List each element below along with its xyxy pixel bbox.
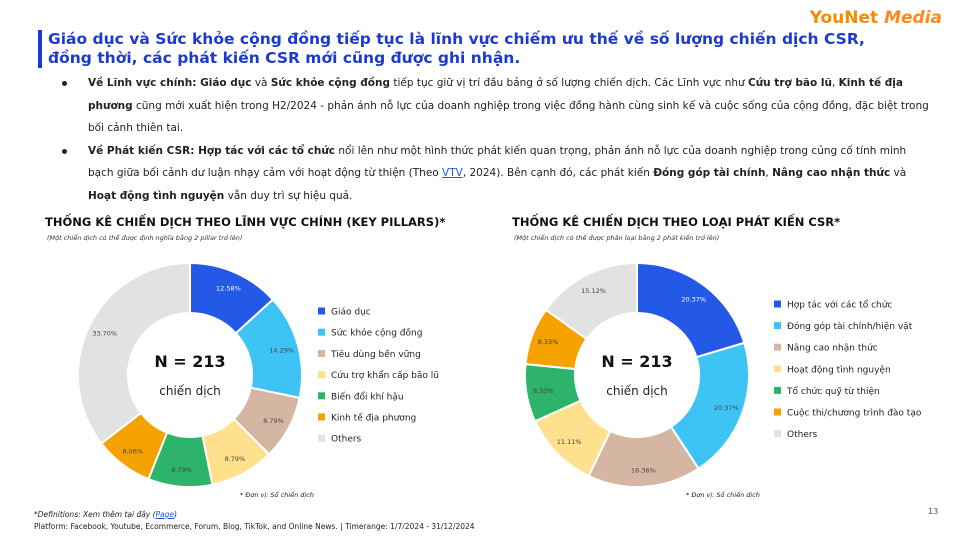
chart-title: THỐNG KÊ CHIẾN DỊCH THEO LĨNH VỰC CHÍNH … bbox=[45, 212, 445, 229]
text: cũng mới xuất hiện trong H2/2024 - phản … bbox=[88, 99, 929, 135]
logo: YouNet Media bbox=[810, 8, 942, 28]
center-title: N = 213 bbox=[154, 352, 225, 371]
legend-label: Sức khỏe cộng đồng bbox=[331, 328, 422, 339]
text: vẫn duy trì sự hiệu quả. bbox=[224, 189, 353, 202]
legend-label: Cuộc thi/chương trình đào tạo bbox=[787, 408, 922, 419]
data-label: 14.29% bbox=[269, 347, 294, 355]
text: Sức khỏe cộng đồng bbox=[270, 77, 390, 89]
text: tiếp tục giữ vị trí đầu bảng ở số lượng … bbox=[390, 77, 748, 89]
legend-swatch bbox=[774, 408, 781, 416]
link[interactable]: Page bbox=[155, 510, 175, 519]
unit-note: * Đơn vị: Số chiến dịch bbox=[686, 491, 760, 499]
logo-text: Media bbox=[884, 8, 942, 28]
text: và bbox=[251, 77, 271, 89]
footnote: *Definitions: Xem thêm tại đây (Page) bbox=[34, 510, 177, 519]
bullet-list: Về Lĩnh vực chính: Giáo dục và Sức khỏe … bbox=[60, 72, 930, 207]
data-label: 11.11% bbox=[557, 438, 582, 446]
data-label: 20.37% bbox=[714, 404, 739, 412]
chart-subtitle: (Một chiến dịch có thể được định nghĩa b… bbox=[47, 233, 242, 242]
text: , 2024). Bên cạnh đó, các phát kiến bbox=[462, 167, 654, 179]
text: ) bbox=[174, 510, 177, 519]
legend-label: Others bbox=[331, 435, 362, 445]
legend-label: Tiêu dùng bền vững bbox=[330, 349, 421, 360]
text: nổi lên như một hình thức phát kiến quan… bbox=[88, 144, 907, 180]
legend-swatch bbox=[318, 392, 325, 400]
legend-swatch bbox=[318, 413, 325, 421]
donut-slice bbox=[77, 261, 191, 445]
data-label: 20.37% bbox=[681, 295, 706, 303]
bullet: Về Phát kiến CSR: Hợp tác với các tổ chứ… bbox=[60, 140, 930, 208]
page-number: 13 bbox=[928, 507, 939, 516]
data-label: 16.36% bbox=[631, 466, 656, 474]
donut-slice bbox=[636, 261, 746, 359]
legend-swatch bbox=[774, 300, 781, 308]
legend-swatch bbox=[318, 371, 325, 379]
data-label: 15.12% bbox=[581, 287, 606, 295]
legend-label: Kinh tế địa phương bbox=[331, 413, 416, 424]
legend-label: Hoạt động tình nguyện bbox=[787, 364, 891, 375]
data-label: 8.79% bbox=[225, 455, 246, 463]
text: , bbox=[765, 167, 773, 179]
legend-label: Cứu trợ khẩn cấp bão lũ bbox=[331, 370, 439, 381]
legend-label: Đóng góp tài chính/hiện vật bbox=[787, 321, 913, 332]
legend-label: Tổ chức quỹ từ thiện bbox=[786, 386, 880, 397]
legend-label: Hợp tác với các tổ chức bbox=[787, 300, 892, 311]
text: Về Phát kiến CSR: Hợp tác với các tổ chứ… bbox=[88, 144, 336, 157]
data-label: 8.79% bbox=[171, 466, 192, 474]
data-label: 8.06% bbox=[122, 447, 143, 455]
bullet: Về Lĩnh vực chính: Giáo dục và Sức khỏe … bbox=[60, 72, 930, 140]
legend-swatch bbox=[774, 386, 781, 394]
chart-title: THỐNG KÊ CHIẾN DỊCH THEO LOẠI PHÁT KIẾN … bbox=[512, 212, 840, 229]
text: Đóng góp tài chính bbox=[653, 167, 766, 179]
data-label: 8.33% bbox=[533, 387, 554, 395]
text: Cứu trợ bão lũ bbox=[748, 77, 832, 89]
data-label: 33.70% bbox=[92, 330, 117, 338]
text: Về Lĩnh vực chính: Giáo dục bbox=[88, 77, 252, 89]
legend-swatch bbox=[774, 343, 781, 351]
donut-slice bbox=[544, 261, 638, 341]
legend-swatch bbox=[774, 430, 781, 438]
legend-label: Nâng cao nhận thức bbox=[787, 344, 878, 354]
text: Hoạt động tình nguyện bbox=[88, 189, 225, 202]
data-label: 8.79% bbox=[263, 417, 284, 425]
legend-swatch bbox=[774, 365, 781, 373]
text: và bbox=[890, 167, 907, 179]
center-subtitle: chiến dịch bbox=[159, 384, 221, 398]
legend-swatch bbox=[774, 322, 781, 330]
legend-swatch bbox=[318, 434, 325, 442]
text: *Definitions: Xem thêm tại đây ( bbox=[34, 510, 156, 519]
data-label: 12.58% bbox=[216, 285, 241, 293]
footnote: Platform: Facebook, Youtube, Ecommerce, … bbox=[34, 522, 475, 531]
link[interactable]: VTV bbox=[442, 167, 463, 179]
logo-text: YouNet bbox=[809, 8, 879, 28]
legend-label: Biến đổi khí hậu bbox=[331, 391, 404, 402]
text: Nâng cao nhận thức bbox=[772, 167, 891, 179]
center-title: N = 213 bbox=[601, 352, 672, 371]
unit-note: * Đơn vị: Số chiến dịch bbox=[240, 491, 314, 499]
text: , bbox=[831, 77, 839, 89]
legend-swatch bbox=[318, 349, 325, 357]
chart-subtitle: (Một chiến dịch có thể được phân loại bằ… bbox=[514, 233, 719, 242]
center-subtitle: chiến dịch bbox=[606, 384, 668, 398]
text: Kinh tế địa phương bbox=[88, 77, 903, 112]
legend-swatch bbox=[318, 328, 325, 336]
legend-label: Others bbox=[787, 430, 818, 440]
data-label: 8.33% bbox=[538, 338, 559, 346]
slide-title: Giáo dục và Sức khỏe cộng đồng tiếp tục … bbox=[38, 30, 868, 68]
legend-label: Giáo dục bbox=[331, 308, 371, 318]
legend-swatch bbox=[318, 307, 325, 315]
